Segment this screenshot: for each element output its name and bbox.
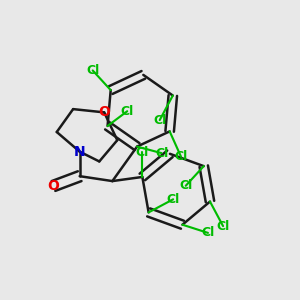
Text: N: N [74, 145, 85, 159]
Text: Cl: Cl [201, 226, 214, 239]
Text: Cl: Cl [153, 114, 166, 127]
Text: Cl: Cl [136, 146, 149, 159]
Text: O: O [48, 179, 59, 193]
Text: Cl: Cl [155, 147, 168, 160]
Text: O: O [98, 105, 110, 119]
Text: Cl: Cl [86, 64, 99, 77]
Text: Cl: Cl [179, 179, 192, 192]
Text: Cl: Cl [121, 105, 134, 118]
Text: Cl: Cl [167, 193, 180, 206]
Text: Cl: Cl [217, 220, 230, 232]
Text: Cl: Cl [175, 150, 188, 164]
